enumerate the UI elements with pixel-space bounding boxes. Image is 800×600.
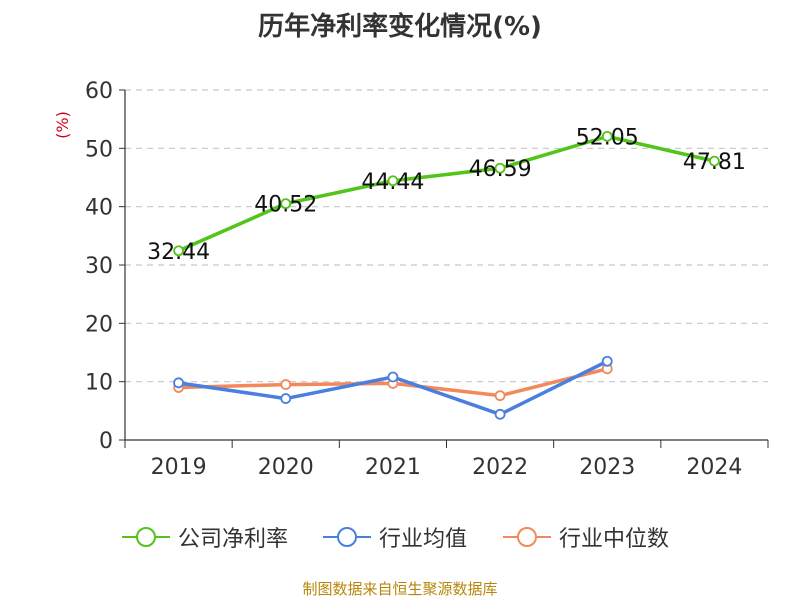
y-tick-label: 10: [85, 371, 113, 396]
data-point: [173, 377, 184, 389]
y-tick-label: 0: [99, 429, 113, 454]
data-point: [601, 130, 613, 142]
chart-title: 历年净利率变化情况(%): [258, 12, 542, 42]
legend: 公司净利率 行业均值 行业中位数: [0, 520, 800, 554]
data-point: [280, 393, 292, 404]
x-tick-label: 2023: [579, 455, 635, 480]
x-tick-label: 2024: [686, 455, 742, 480]
data-label: 40.52: [254, 193, 317, 218]
data-point: [601, 355, 613, 367]
data-point: [494, 408, 506, 420]
y-tick-label: 40: [85, 196, 113, 221]
data-label: 32.44: [147, 240, 210, 265]
data-label: 52.05: [576, 125, 639, 150]
legend-swatch-industry-median: [503, 525, 551, 549]
y-tick-label: 50: [85, 137, 113, 162]
legend-swatch-company-margin: [122, 525, 170, 549]
data-point: [494, 390, 506, 402]
data-point: [494, 162, 506, 174]
x-tick-label: 2019: [151, 455, 207, 480]
x-tick-label: 2021: [365, 455, 421, 480]
legend-item-industry-mean[interactable]: 行业均值: [323, 520, 467, 554]
data-point: [173, 245, 184, 257]
x-tick-label: 2020: [258, 455, 314, 480]
source-note: 制图数据来自恒生聚源数据库: [302, 580, 498, 598]
data-point: [387, 371, 399, 383]
legend-label: 行业中位数: [559, 527, 670, 552]
y-axis-label: (%): [53, 111, 72, 139]
y-tick-label: 60: [85, 79, 113, 104]
legend-item-industry-median[interactable]: 行业中位数: [503, 520, 669, 554]
series-line-0: [177, 134, 715, 253]
data-point: [387, 175, 399, 187]
data-point: [280, 198, 292, 210]
data-label: 46.59: [469, 157, 532, 182]
legend-item-company-margin[interactable]: 公司净利率: [122, 520, 288, 554]
legend-label: 行业均值: [379, 527, 468, 552]
data-label: 44.44: [361, 170, 424, 195]
data-point: [280, 379, 292, 390]
y-tick-label: 20: [85, 312, 113, 337]
legend-label: 公司净利率: [178, 527, 289, 552]
x-tick-label: 2022: [472, 455, 528, 480]
legend-swatch-industry-mean: [323, 525, 371, 549]
y-tick-label: 30: [85, 254, 113, 279]
data-label: 47.81: [683, 150, 746, 175]
data-point: [709, 155, 720, 167]
